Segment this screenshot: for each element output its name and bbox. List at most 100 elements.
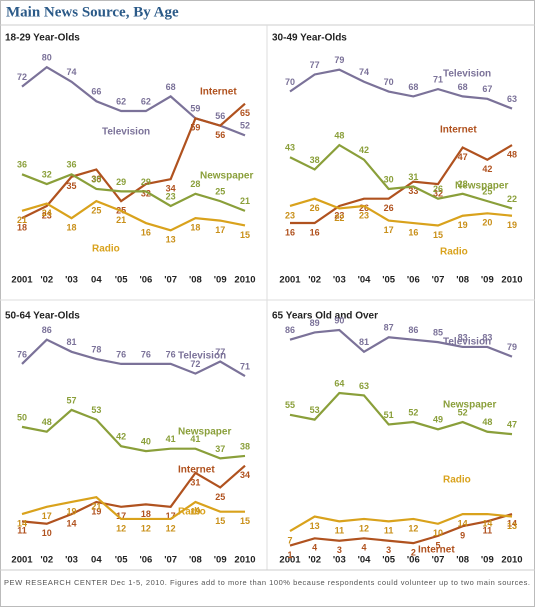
data-label: 63: [507, 94, 517, 104]
data-label: 17: [215, 225, 225, 235]
data-label: 77: [310, 60, 320, 70]
series-line: [289, 197, 513, 227]
data-label: 10: [42, 528, 52, 538]
data-label: 35: [67, 181, 77, 191]
data-label: 23: [285, 210, 295, 220]
data-label: 17: [42, 511, 52, 521]
data-label: 62: [141, 96, 151, 106]
data-label: 38: [240, 441, 250, 451]
data-label: 12: [408, 523, 418, 533]
data-label: 59: [190, 104, 200, 114]
data-label: 83: [482, 332, 492, 342]
data-label: 48: [42, 417, 52, 427]
data-label: 43: [285, 143, 295, 153]
data-label: 89: [310, 318, 320, 328]
data-label: 42: [116, 432, 126, 442]
series-line: [289, 391, 513, 436]
data-label: 68: [166, 82, 176, 92]
data-label: 12: [141, 523, 151, 533]
series-name: Internet: [418, 545, 455, 556]
data-label: 28: [190, 179, 200, 189]
data-label: 17: [166, 511, 176, 521]
panel-title: 18-29 Year-Olds: [5, 33, 80, 44]
data-label: 47: [458, 152, 468, 162]
x-tick-label: 2001: [279, 555, 301, 566]
x-tick-label: 2010: [234, 275, 255, 286]
data-label: 12: [359, 523, 369, 533]
data-label: 49: [433, 415, 443, 425]
data-label: 1: [287, 550, 292, 560]
data-label: 22: [507, 194, 517, 204]
data-label: 52: [408, 407, 418, 417]
data-label: 50: [17, 412, 27, 422]
x-tick-label: '08: [456, 555, 469, 566]
data-label: 14: [482, 518, 492, 528]
data-label: 23: [166, 191, 176, 201]
x-tick-label: '08: [456, 275, 469, 286]
data-label: 76: [17, 349, 27, 359]
series-line: [21, 65, 246, 137]
series-line: [21, 199, 246, 232]
data-label: 79: [334, 55, 344, 65]
data-label: 74: [359, 67, 369, 77]
data-label: 11: [483, 526, 493, 536]
data-label: 48: [334, 130, 344, 140]
x-tick-label: 2010: [234, 555, 255, 566]
panel-title: 30-49 Year-Olds: [272, 33, 347, 44]
series-line: [289, 68, 513, 110]
data-label: 26: [433, 184, 443, 194]
series-name: Television: [443, 337, 491, 348]
data-label: 59: [190, 123, 200, 133]
data-label: 29: [116, 177, 126, 187]
data-label: 64: [334, 378, 344, 388]
x-tick-label: 04: [91, 275, 102, 286]
data-label: 68: [458, 82, 468, 92]
series-name: Television: [102, 127, 150, 138]
data-label: 86: [42, 325, 52, 335]
data-label: 85: [433, 327, 443, 337]
data-label: 32: [141, 188, 151, 198]
data-label: 77: [215, 347, 225, 357]
data-label: 14: [458, 518, 468, 528]
data-label: 36: [17, 160, 27, 170]
data-label: 18: [17, 223, 27, 233]
data-label: 18: [141, 509, 151, 519]
data-label: 11: [17, 526, 27, 536]
data-label: 28: [458, 179, 468, 189]
data-label: 26: [310, 203, 320, 213]
data-label: 14: [17, 518, 27, 528]
data-label: 15: [215, 516, 225, 526]
data-label: 4: [312, 543, 317, 553]
x-tick-label: '05: [382, 555, 396, 566]
data-label: 26: [384, 203, 394, 213]
data-label: 76: [141, 349, 151, 359]
data-label: 19: [458, 220, 468, 230]
x-tick-label: '07: [432, 555, 445, 566]
series-line: [289, 328, 513, 358]
data-label: 23: [334, 210, 344, 220]
data-label: 30: [91, 174, 101, 184]
data-label: 83: [458, 332, 468, 342]
data-label: 19: [190, 506, 200, 516]
x-tick-label: '05: [115, 555, 129, 566]
series-line: [21, 464, 246, 525]
data-label: 17: [384, 225, 394, 235]
data-label: 4: [361, 543, 366, 553]
x-tick-label: '09: [214, 275, 227, 286]
data-label: 80: [42, 53, 52, 63]
data-label: 23: [359, 210, 369, 220]
data-label: 11: [384, 526, 394, 536]
data-label: 70: [285, 77, 295, 87]
data-label: 72: [190, 359, 200, 369]
data-label: 53: [310, 405, 320, 415]
x-tick-label: '09: [214, 555, 227, 566]
data-label: 70: [384, 77, 394, 87]
data-label: 52: [458, 407, 468, 417]
data-label: 76: [116, 349, 126, 359]
series-line: [289, 512, 513, 532]
data-label: 16: [310, 227, 320, 237]
data-label: 81: [67, 337, 77, 347]
data-label: 36: [67, 160, 77, 170]
data-label: 17: [116, 511, 126, 521]
x-tick-label: '06: [407, 275, 420, 286]
